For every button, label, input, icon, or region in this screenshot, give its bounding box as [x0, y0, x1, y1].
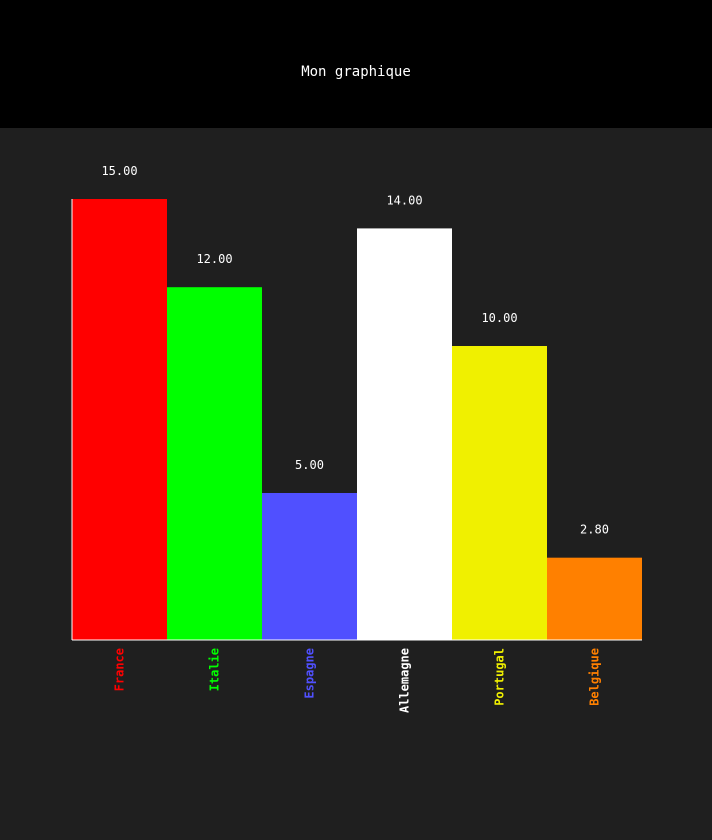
category-label-belgique: Belgique: [588, 648, 602, 706]
value-label-france: 15.00: [101, 164, 137, 178]
value-label-italie: 12.00: [196, 252, 232, 266]
chart-title: Mon graphique: [301, 64, 411, 80]
value-label-espagne: 5.00: [295, 458, 324, 472]
bar-portugal: [452, 346, 547, 640]
plot-area: 15.00 France 12.00 Italie 5.00 Espagne 14.00 Al…: [0, 128, 712, 840]
bar-allemagne: [357, 228, 452, 640]
bar-chart: 15.00 France 12.00 Italie 5.00 Espagne 14.00 Al…: [71, 164, 642, 713]
bar-belgique: [547, 557, 642, 640]
value-label-portugal: 10.00: [481, 311, 517, 325]
category-label-portugal: Portugal: [493, 648, 507, 706]
category-label-allemagne: Allemagne: [398, 648, 412, 713]
chart-header: Mon graphique: [0, 0, 712, 128]
value-label-belgique: 2.80: [580, 523, 609, 537]
category-label-france: France: [113, 648, 127, 691]
bar-france: [72, 199, 167, 640]
bar-espagne: [262, 493, 357, 640]
bar-italie: [167, 287, 262, 640]
category-label-italie: Italie: [208, 648, 222, 691]
value-label-allemagne: 14.00: [386, 193, 422, 207]
category-label-espagne: Espagne: [303, 648, 317, 699]
